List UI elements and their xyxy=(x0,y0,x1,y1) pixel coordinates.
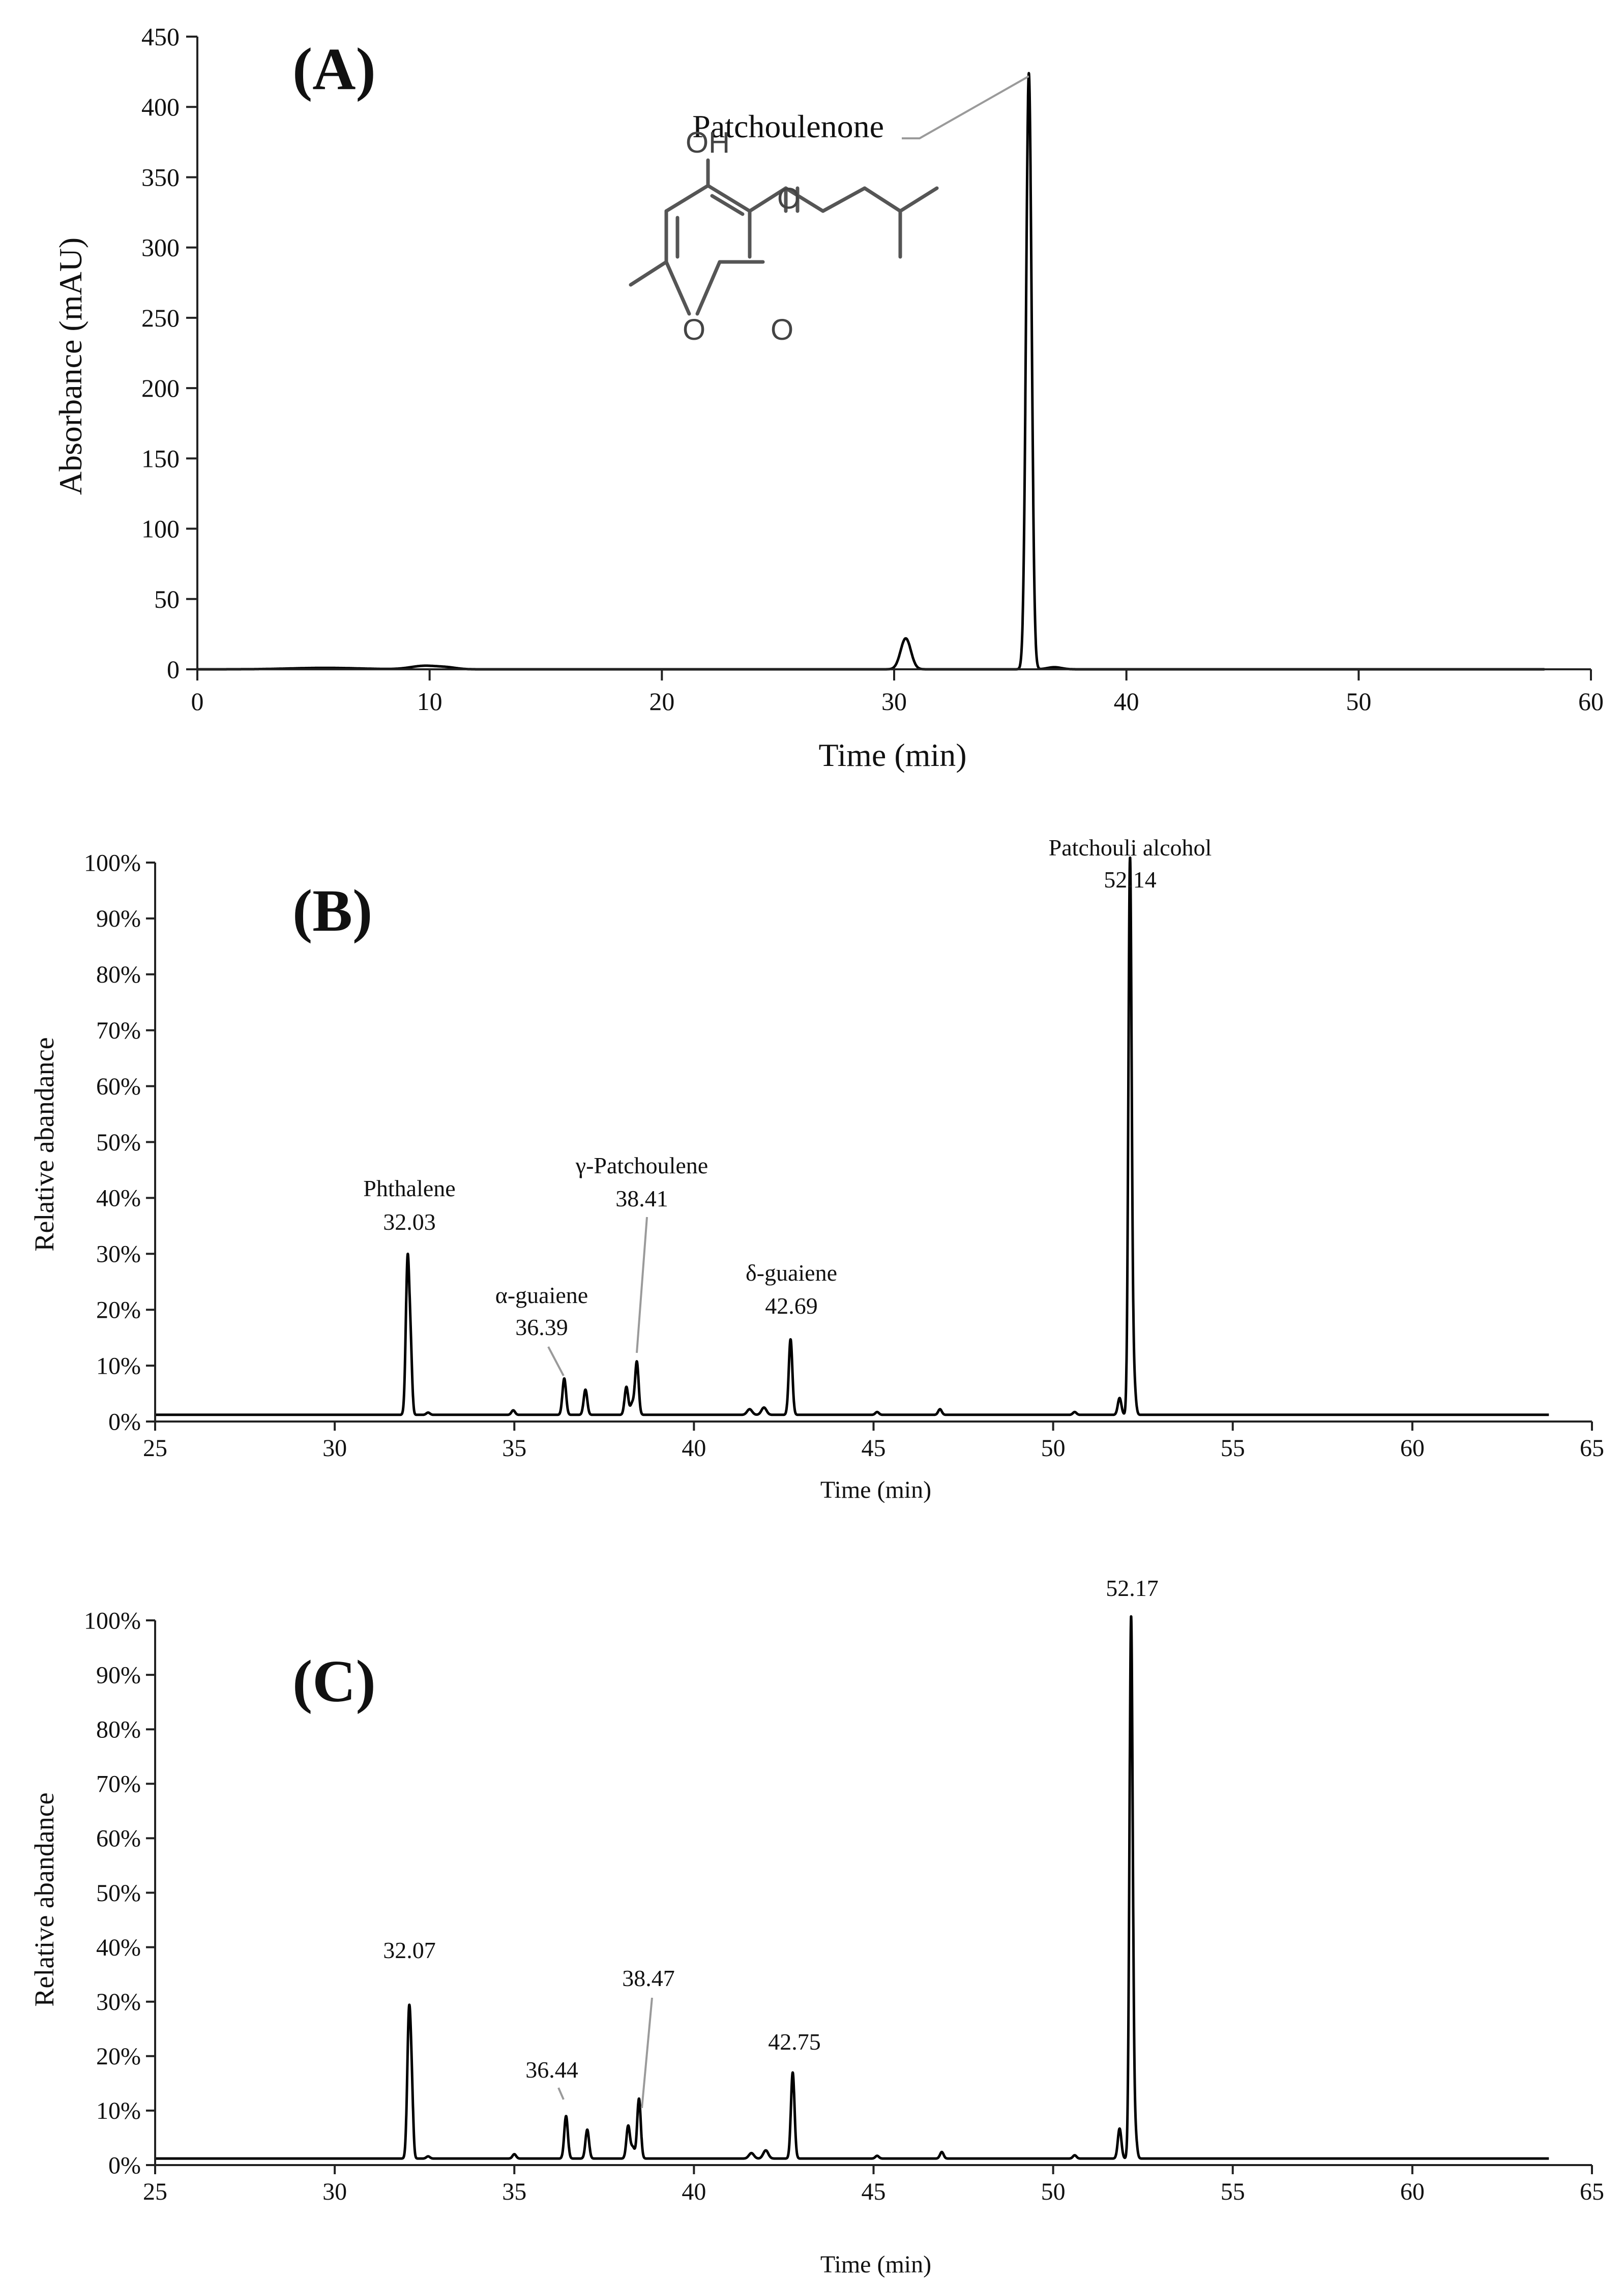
peak-leader-line xyxy=(636,1217,648,1353)
panel-b-x-tick-label: 35 xyxy=(502,1435,526,1462)
panel-c-y-tick-label: 60% xyxy=(96,1825,141,1852)
panel-b-y-tick-label: 80% xyxy=(96,961,141,988)
panel-a-chromatogram-trace xyxy=(196,72,1546,671)
panel-a-y-tick-label: 400 xyxy=(141,93,180,121)
panel-c-y-tick-label: 10% xyxy=(96,2097,141,2124)
panel-b-x-tick-label: 45 xyxy=(862,1435,886,1462)
panel-c-gcms-chart: 0% 10% 20% 30% 40% 50% 60% 70% 80% 90% 100% 25 30 35 4… xyxy=(29,1575,1604,2278)
panel-c-y-tick-label: 50% xyxy=(96,1880,141,1907)
panel-c-x-tick-label: 45 xyxy=(862,2178,886,2205)
panel-b-y-tick-label: 70% xyxy=(96,1017,141,1044)
peak-retention-time-label: 42.69 xyxy=(765,1293,818,1319)
peak-leader-line xyxy=(547,1346,565,1376)
peak-retention-time-label: 32.03 xyxy=(383,1209,436,1235)
peak-leader-line xyxy=(641,1997,653,2109)
panel-b-x-axis-title: Time (min) xyxy=(820,1476,931,1503)
peak-name-label: α-guaiene xyxy=(495,1282,588,1308)
peak-retention-time-label: 36.44 xyxy=(525,2057,578,2083)
panel-b-y-tick-label: 60% xyxy=(96,1073,141,1100)
panel-c-x-tick-label: 60 xyxy=(1400,2178,1425,2205)
panel-c-y-tick-label: 100% xyxy=(84,1607,141,1634)
panel-a-x-tick-label: 20 xyxy=(649,687,674,716)
panel-a-x-tick-label: 60 xyxy=(1578,687,1604,716)
panel-b-y-tick-label: 50% xyxy=(96,1129,141,1156)
peak-retention-time-label: 38.41 xyxy=(615,1186,668,1211)
panel-c-y-tick-label: 20% xyxy=(96,2043,141,2070)
panel-b-gcms-chart: 0% 10% 20% 30% 40% 50% 60% 70% 80% 90% 100% 25 30 35 4… xyxy=(29,835,1604,1503)
panel-a-y-tick-label: 200 xyxy=(141,374,180,402)
structure-ketone-o-label: O xyxy=(777,182,800,215)
panel-b-x-tick-label: 55 xyxy=(1221,1435,1245,1462)
panel-a-y-tick-label: 350 xyxy=(141,163,180,191)
panel-c-y-tick-label: 90% xyxy=(96,1662,141,1689)
peak-retention-time-label: 52.14 xyxy=(1104,867,1157,893)
panel-c-y-tick-label: 0% xyxy=(108,2152,141,2179)
panel-a-label: (A) xyxy=(292,36,376,102)
panel-b-y-tick-label: 90% xyxy=(96,905,141,932)
panel-a-x-tick-label: 40 xyxy=(1114,687,1139,716)
panel-b-y-tick-label: 30% xyxy=(96,1241,141,1268)
panel-a-y-tick-label: 100 xyxy=(141,515,180,543)
panel-b-x-tick-label: 30 xyxy=(322,1435,347,1462)
panel-b-y-tick-label: 0% xyxy=(108,1408,141,1435)
panel-c-x-tick-label: 50 xyxy=(1041,2178,1066,2205)
panel-a-y-tick-label: 0 xyxy=(167,655,180,684)
panel-c-y-tick-label: 30% xyxy=(96,1989,141,2016)
panel-c-x-tick-label: 35 xyxy=(502,2178,526,2205)
panel-b-y-axis-title: Relative abandance xyxy=(29,1037,60,1251)
panel-c-x-tick-label: 65 xyxy=(1580,2178,1604,2205)
peak-name-label: Patchouli alcohol xyxy=(1049,835,1212,861)
panel-c-y-tick-label: 80% xyxy=(96,1716,141,1743)
panel-c-x-axis-title: Time (min) xyxy=(820,2251,931,2278)
panel-b-x-tick-label: 25 xyxy=(143,1435,167,1462)
panel-c-y-tick-label: 70% xyxy=(96,1771,141,1798)
peak-name-label: Phthalene xyxy=(363,1175,455,1201)
structure-lactone-o-label: O xyxy=(771,313,793,346)
peak-leader-line xyxy=(557,2087,565,2100)
panel-a-x-tick-label: 30 xyxy=(881,687,907,716)
panel-c-y-axis-title: Relative abandance xyxy=(29,1792,60,2006)
panel-b-label: (B) xyxy=(292,877,372,944)
peak-retention-time-label: 36.39 xyxy=(515,1314,568,1340)
panel-b-x-tick-label: 65 xyxy=(1580,1435,1604,1462)
panel-a-hplc-chart: 0 50 100 150 200 250 300 350 400 450 0 10 20 30 40 50 60… xyxy=(52,22,1604,773)
peak-retention-time-label: 32.07 xyxy=(383,1937,436,1963)
peak-retention-time-label: 52.17 xyxy=(1106,1575,1159,1601)
panel-a-y-tick-label: 450 xyxy=(141,22,180,51)
peak-retention-time-label: 42.75 xyxy=(768,2029,821,2055)
panel-c-label: (C) xyxy=(292,1648,376,1714)
panel-c-chromatogram-trace xyxy=(154,1615,1550,2160)
panel-c-x-tick-label: 40 xyxy=(682,2178,706,2205)
panel-c-x-tick-label: 25 xyxy=(143,2178,167,2205)
panel-c-y-tick-label: 40% xyxy=(96,1934,141,1961)
panel-c-x-tick-label: 30 xyxy=(322,2178,347,2205)
panel-a-x-tick-label: 50 xyxy=(1346,687,1371,716)
panel-b-y-tick-label: 10% xyxy=(96,1352,141,1379)
panel-b-x-tick-label: 60 xyxy=(1400,1435,1425,1462)
panel-a-x-tick-label: 10 xyxy=(417,687,442,716)
panel-a-x-tick-label: 0 xyxy=(191,687,204,716)
panel-a-y-tick-label: 50 xyxy=(154,585,180,613)
panel-b-chromatogram-trace xyxy=(154,856,1550,1416)
panel-c-x-tick-label: 55 xyxy=(1221,2178,1245,2205)
structure-ring-o-label: O xyxy=(683,313,705,346)
panel-b-y-tick-label: 100% xyxy=(84,849,141,876)
peak-leader-line xyxy=(902,75,1029,139)
panel-a-y-tick-label: 250 xyxy=(141,304,180,332)
peak-label-patchoulenone: Patchoulenone xyxy=(692,108,884,144)
panel-b-y-tick-label: 40% xyxy=(96,1185,141,1212)
panel-a-y-tick-label: 300 xyxy=(141,233,180,262)
peak-retention-time-label: 38.47 xyxy=(622,1965,675,1991)
structure-oh-label: OH xyxy=(686,126,730,159)
panel-a-y-tick-label: 150 xyxy=(141,444,180,472)
panel-a-y-axis-title: Absorbance (mAU) xyxy=(52,238,88,495)
panel-b-x-tick-label: 50 xyxy=(1041,1435,1066,1462)
peak-name-label: δ-guaiene xyxy=(746,1260,837,1286)
panel-b-y-tick-label: 20% xyxy=(96,1297,141,1324)
panel-a-x-axis-title: Time (min) xyxy=(819,737,967,773)
patchoulenone-structure-diagram: OH O O O xyxy=(629,126,939,346)
peak-name-label: γ-Patchoulene xyxy=(575,1152,708,1178)
panel-b-x-tick-label: 40 xyxy=(682,1435,706,1462)
